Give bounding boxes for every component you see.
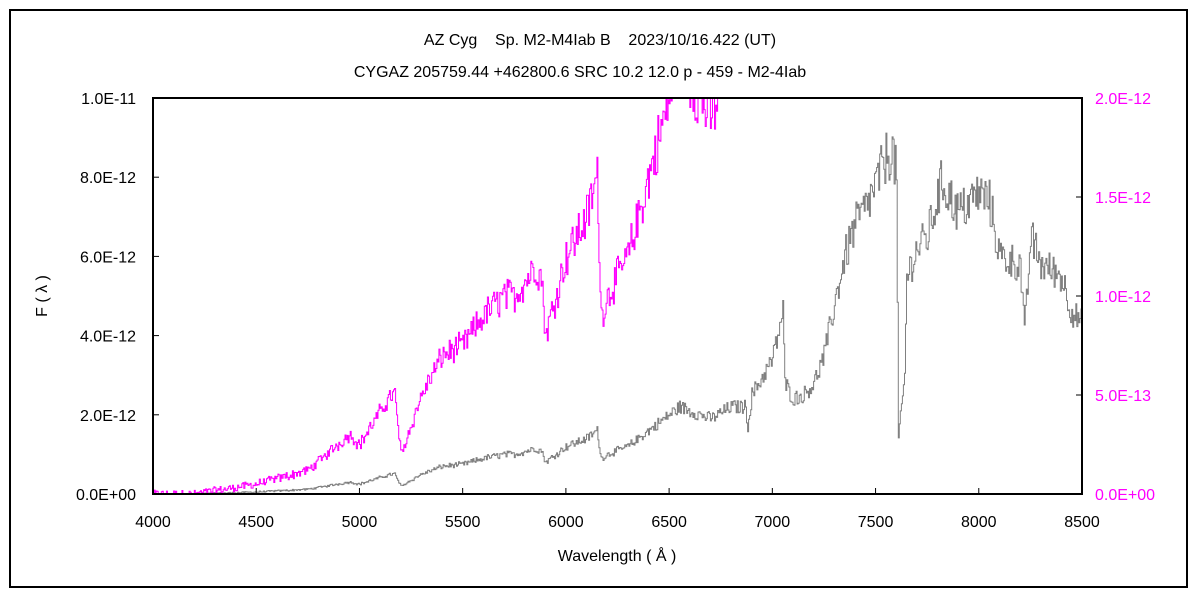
x-tick-label: 4500: [238, 514, 274, 531]
x-tick-label: 4000: [135, 514, 171, 531]
chart-subtitle: CYGAZ 205759.44 +462800.6 SRC 10.2 12.0 …: [354, 64, 806, 81]
y-right-tick-label: 2.0E-12: [1095, 91, 1151, 108]
x-tick-label: 7000: [755, 514, 791, 531]
y-left-tick-label: 6.0E-12: [80, 249, 136, 266]
y-right-tick-label: 1.0E-12: [1095, 289, 1151, 306]
y-right-tick-label: 5.0E-13: [1095, 388, 1151, 405]
x-axis-label: Wavelength ( Å ): [558, 546, 677, 565]
x-tick-label: 7500: [858, 514, 894, 531]
chart-title: AZ Cyg Sp. M2-M4Iab B 2023/10/16.422 (UT…: [424, 32, 776, 49]
y-left-tick-label: 4.0E-12: [80, 329, 136, 346]
series-left-line: [190, 132, 1083, 495]
y-axis-label: F ( λ ): [34, 275, 51, 317]
x-tick-label: 8500: [1064, 514, 1100, 531]
x-tick-label: 6500: [651, 514, 687, 531]
series-right-line: [153, 97, 746, 495]
y-left-tick-label: 8.0E-12: [80, 170, 136, 187]
x-tick-label: 5000: [342, 514, 378, 531]
y-left-tick-label: 0.0E+00: [76, 487, 136, 504]
y-left-tick-label: 2.0E-12: [80, 408, 136, 425]
plot-area: [152, 97, 1083, 495]
x-tick-label: 5500: [445, 514, 481, 531]
y-right-tick-label: 1.5E-12: [1095, 190, 1151, 207]
chart-frame: [9, 9, 1188, 588]
y-right-tick-label: 0.0E+00: [1095, 487, 1155, 504]
x-tick-label: 8000: [961, 514, 997, 531]
y-left-tick-label: 1.0E-11: [81, 91, 136, 108]
x-tick-label: 6000: [548, 514, 584, 531]
